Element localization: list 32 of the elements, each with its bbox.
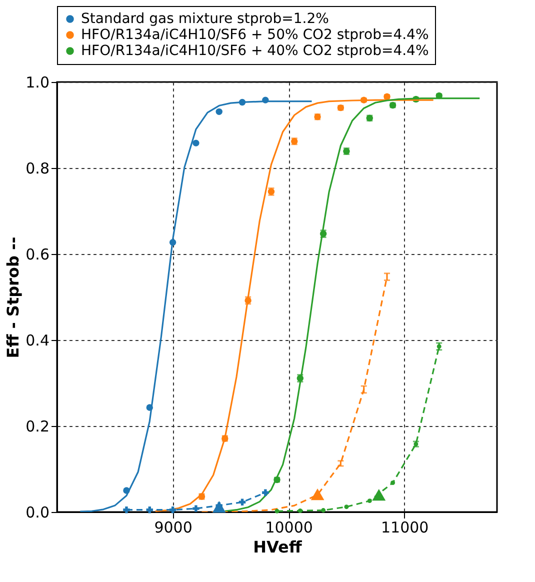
point: [169, 506, 176, 514]
point: [390, 480, 396, 485]
x-tick-label: 9000: [154, 518, 192, 536]
point: [238, 498, 246, 506]
point: [192, 505, 200, 512]
point: [216, 108, 222, 116]
y-tick-label: 0.8: [26, 160, 50, 178]
y-tick-label: 0.2: [26, 418, 50, 436]
legend-label: HFO/R134a/iC4H10/SF6 + 50% CO2 stprob=4.4%: [81, 27, 429, 43]
point: [192, 140, 200, 146]
y-tick-label: 0.6: [26, 246, 50, 264]
legend-label: HFO/R134a/iC4H10/SF6 + 40% CO2 stprob=4.4%: [81, 43, 429, 59]
y-axis-title: Eff - Stprob --: [4, 236, 23, 358]
point: [274, 508, 280, 514]
y-tick-label: 0.0: [26, 504, 50, 522]
point: [212, 501, 226, 513]
y-tick-label: 0.4: [26, 332, 50, 350]
point: [372, 488, 386, 501]
legend-label: Standard gas mixture stprob=1.2%: [81, 11, 329, 27]
point: [367, 498, 372, 504]
point: [262, 489, 269, 496]
x-tick-label: 11000: [381, 518, 429, 536]
x-tick-label: 10000: [265, 518, 313, 536]
point: [344, 504, 349, 510]
point: [310, 488, 324, 500]
line-series: [200, 276, 388, 512]
x-axis-title: HVeff: [253, 538, 303, 556]
y-tick-label: 1.0: [26, 74, 50, 92]
point: [146, 506, 153, 514]
point: [123, 506, 130, 514]
point: [298, 508, 302, 513]
point: [321, 508, 326, 513]
